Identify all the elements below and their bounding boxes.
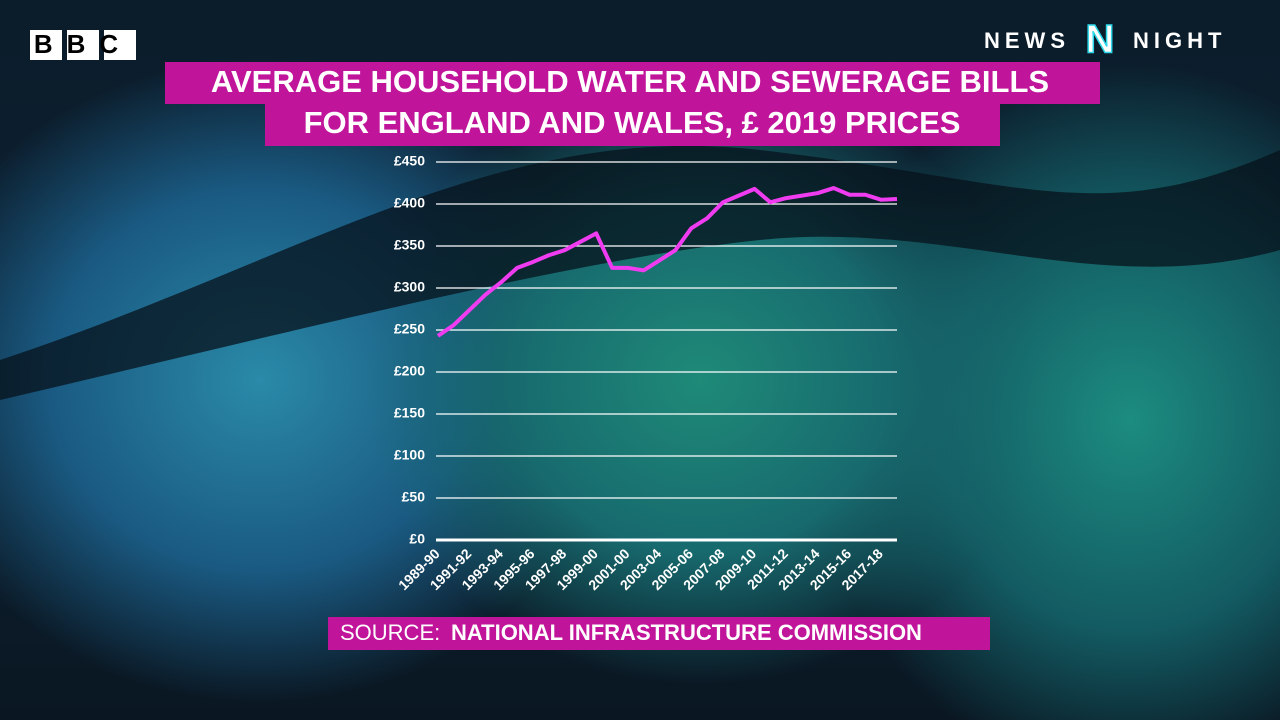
chart-title: FOR ENGLAND AND WALES, £ 2019 PRICES (304, 105, 961, 140)
title-bg (265, 104, 1000, 146)
y-tick-label: £300 (394, 279, 425, 295)
logo-box (30, 30, 62, 60)
logo-box (67, 30, 99, 60)
y-tick-label: £350 (394, 237, 425, 253)
y-tick-label: £0 (409, 531, 425, 547)
source-label: SOURCE: (340, 620, 440, 645)
y-tick-label: £250 (394, 321, 425, 337)
logo-box (104, 30, 136, 60)
program-mark: N (1086, 18, 1115, 62)
data-line (436, 186, 898, 338)
program-name: NIGHT (1133, 28, 1226, 53)
source-bg (328, 617, 990, 650)
y-tick-label: £150 (394, 405, 425, 421)
y-tick-label: £400 (394, 195, 425, 211)
source: NATIONAL INFRASTRUCTURE COMMISSION (451, 620, 922, 645)
y-tick-label: £450 (394, 153, 425, 169)
bbc-logo: BBC (34, 29, 132, 59)
y-tick-label: £50 (402, 489, 426, 505)
pipe-shadow (0, 145, 1280, 400)
chart-title: AVERAGE HOUSEHOLD WATER AND SEWERAGE BIL… (211, 64, 1049, 99)
y-tick-label: £200 (394, 363, 425, 379)
y-tick-label: £100 (394, 447, 425, 463)
program-name: NEWS (984, 28, 1070, 53)
title-bg (165, 62, 1100, 104)
